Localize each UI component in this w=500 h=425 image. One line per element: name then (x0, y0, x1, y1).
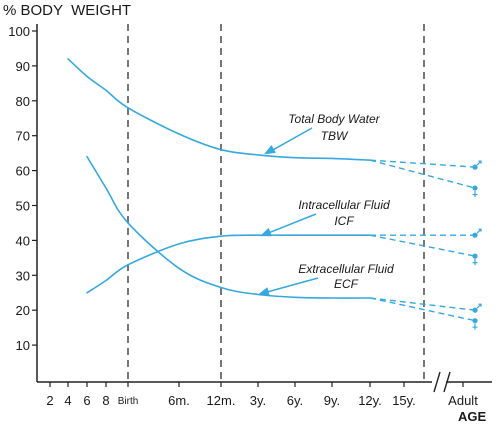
male-symbol-icon (472, 307, 478, 313)
x-tick-label: 6y. (287, 393, 303, 408)
x-tick-label: 6 (83, 393, 90, 408)
male-projection-line (369, 159, 476, 168)
male-arrow-icon (476, 228, 482, 234)
x-tick-label: 9y. (324, 393, 340, 408)
annotation-text: TBW (321, 129, 349, 143)
annotation-arrowhead-icon (258, 287, 270, 296)
female-symbol-icon (472, 185, 478, 191)
male-arrow-icon (476, 160, 482, 166)
y-tick-label: 50 (16, 199, 30, 214)
x-axis-label: AGE (458, 409, 487, 424)
x-tick-label: 2 (46, 393, 53, 408)
female-cross-icon (472, 323, 478, 330)
y-tick-label: 80 (16, 94, 30, 109)
female-symbol-icon (472, 318, 478, 324)
x-tick-label: 12y. (358, 393, 382, 408)
chart-title: % BODY WEIGHT (3, 2, 131, 19)
y-tick-label: 90 (16, 59, 30, 74)
series-line (86, 234, 371, 294)
male-arrow-icon (476, 303, 482, 309)
male-symbol-icon (472, 232, 478, 238)
axis-break-mark (433, 371, 451, 393)
annotation-text: ICF (334, 214, 354, 228)
female-cross-icon (472, 259, 478, 266)
female-projection-line (369, 159, 476, 189)
y-tick-label: 40 (16, 233, 30, 248)
series-line (86, 155, 371, 299)
y-tick-label: 70 (16, 129, 30, 144)
annotation-text: Extracellular Fluid (298, 262, 394, 276)
x-tick-label: 8 (102, 393, 109, 408)
y-tick-label: 20 (16, 303, 30, 318)
annotation-arrow-line (269, 127, 313, 153)
male-projection-line (369, 297, 476, 311)
axes: 10 20 30 40 50 60 70 80 90 100 2 4 6 8 Birth 6m. 12m. 3y.… (8, 24, 492, 408)
x-tick-label: Adult (448, 393, 478, 408)
x-tick-label: 4 (64, 393, 71, 408)
annotation-arrow-line (265, 213, 317, 235)
female-projection-line (369, 297, 476, 322)
annotation-text: ECF (334, 277, 359, 291)
x-tick-label: Birth (118, 396, 139, 407)
annotation-arrowhead-icon (260, 227, 272, 237)
female-projection-line (369, 234, 476, 257)
curve-annotations: Total Body Water TBW Intracellular Fluid IC… (258, 112, 394, 296)
y-tick-label: 60 (16, 164, 30, 179)
series-line (67, 58, 371, 161)
female-cross-icon (472, 191, 478, 198)
x-tick-label: 6m. (168, 393, 190, 408)
series-curves (67, 58, 371, 299)
y-tick-label: 100 (8, 24, 30, 39)
female-symbol-icon (472, 253, 478, 259)
annotation-text: Intracellular Fluid (298, 198, 390, 212)
y-tick-label: 10 (16, 338, 30, 353)
annotation-arrowhead-icon (264, 145, 276, 155)
annotation-arrow-line (263, 277, 319, 294)
x-tick-label: 12m. (207, 393, 236, 408)
male-symbol-icon (472, 164, 478, 170)
adult-projections (369, 159, 482, 330)
annotation-text: Total Body Water (288, 112, 380, 126)
y-tick-label: 30 (16, 268, 30, 283)
x-tick-label: 3y. (250, 393, 266, 408)
x-tick-label: 15y. (392, 393, 416, 408)
